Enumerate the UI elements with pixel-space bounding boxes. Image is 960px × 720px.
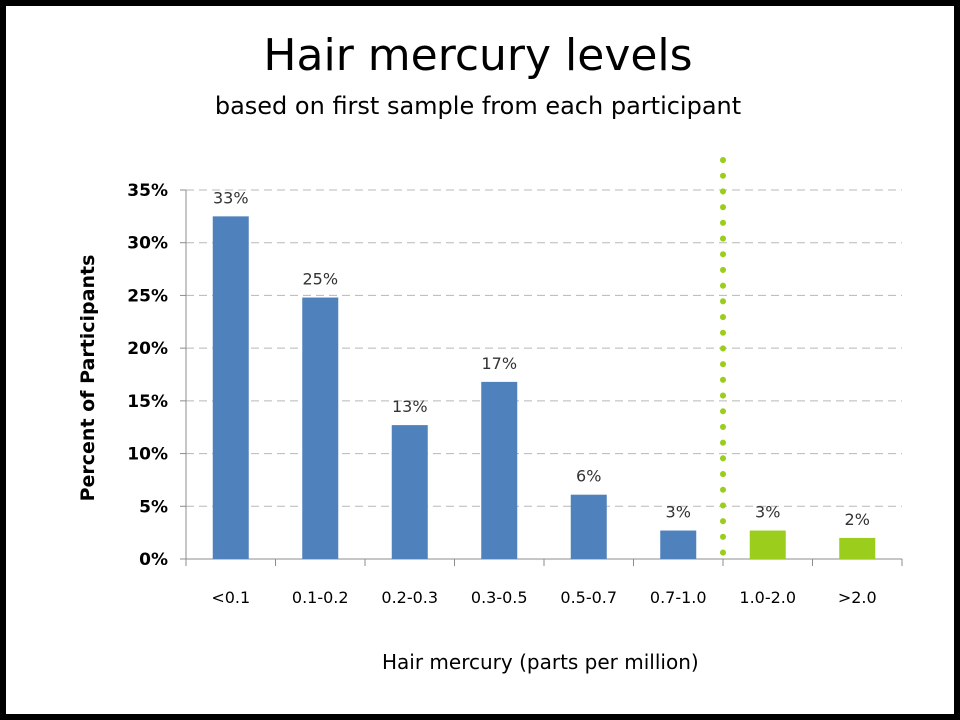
x-tick-label: 0.2-0.3: [381, 588, 438, 607]
bar: [212, 216, 249, 559]
x-axis-label: Hair mercury (parts per million): [382, 650, 699, 674]
data-label: 2%: [845, 510, 870, 529]
bar: [391, 425, 428, 559]
y-tick-label: 25%: [127, 286, 168, 306]
bar: [839, 537, 876, 559]
data-label: 3%: [666, 503, 691, 522]
y-tick-label: 30%: [127, 234, 168, 254]
data-label: 33%: [213, 188, 249, 207]
data-label: 13%: [392, 397, 428, 416]
data-label: 25%: [302, 270, 338, 289]
bar: [749, 530, 786, 559]
chart-title: Hair mercury levels: [263, 30, 693, 81]
bar: [660, 530, 697, 559]
y-tick-label: 0%: [139, 550, 168, 570]
x-tick-label: >2.0: [838, 588, 877, 607]
chart-subtitle: based on first sample from each particip…: [214, 92, 742, 120]
x-tick-label: 0.1-0.2: [292, 588, 349, 607]
bar: [481, 381, 518, 559]
bar: [570, 494, 607, 559]
data-label: 6%: [576, 467, 601, 486]
bar: [302, 297, 339, 559]
y-tick-label: 20%: [127, 339, 168, 359]
x-tick-label: 0.3-0.5: [471, 588, 528, 607]
data-label: 17%: [481, 354, 517, 373]
x-tick-label: 0.7-1.0: [650, 588, 707, 607]
x-tick-label: 0.5-0.7: [560, 588, 617, 607]
y-tick-label: 10%: [127, 445, 168, 465]
y-tick-label: 15%: [127, 392, 168, 412]
y-tick-label: 35%: [127, 181, 168, 201]
y-tick-label: 5%: [139, 497, 168, 517]
x-tick-label: 1.0-2.0: [739, 588, 796, 607]
data-label: 3%: [755, 503, 780, 522]
x-tick-label: <0.1: [211, 588, 250, 607]
